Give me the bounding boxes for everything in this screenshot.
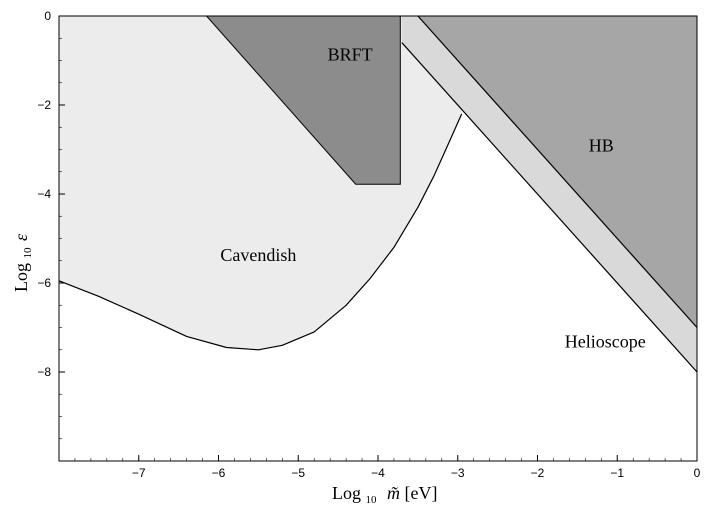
region-label-cavendish: Cavendish: [220, 245, 296, 265]
x-tick-label: −7: [132, 466, 146, 480]
x-axis-title-log: Log: [332, 483, 361, 503]
x-tick-label: −2: [531, 466, 545, 480]
region-labels-layer: Cavendish Helioscope BRFT HB: [220, 45, 645, 352]
x-tick-label: −6: [212, 466, 226, 480]
y-axis-title: Log 10 ε: [11, 233, 35, 292]
x-axis-title-base: 10: [366, 494, 378, 506]
region-label-brft: BRFT: [328, 45, 373, 65]
x-tick-label: −1: [610, 466, 624, 480]
x-tick-label: −5: [291, 466, 305, 480]
svg-text:Log 10 m̃ [e: Log 10 m̃ [eV]: [332, 483, 437, 507]
y-axis-title-log: Log: [11, 263, 31, 292]
curve-hb-boundary: [417, 15, 698, 328]
x-tick-label: 0: [694, 466, 701, 480]
region-label-hb: HB: [589, 136, 614, 156]
curve-helioscope-lower-boundary: [401, 42, 698, 373]
y-tick-label: −8: [37, 365, 51, 379]
y-axis-title-base: 10: [22, 247, 34, 259]
y-axis-title-var: ε: [11, 233, 31, 241]
y-tick-label: 0: [44, 9, 51, 23]
y-tick-label: −4: [37, 187, 51, 201]
svg-text:Log 10 ε: Log 10 ε: [11, 233, 35, 292]
y-tick-label: −2: [37, 98, 51, 112]
region-label-helioscope: Helioscope: [565, 332, 646, 352]
curve-cavendish-boundary: [58, 113, 463, 351]
x-tick-label: −3: [451, 466, 465, 480]
x-tick-label: −4: [371, 466, 385, 480]
x-axis-title-var: m̃: [387, 483, 400, 503]
regions-layer: [59, 15, 697, 372]
y-tick-label: −6: [37, 276, 51, 290]
curves-layer: [58, 15, 698, 373]
x-axis-title-unit: [eV]: [405, 483, 438, 503]
ticks-layer: −7 −6 −5 −4 −3 −2 −1 0 0 −2 −4 −6 −8: [37, 9, 700, 480]
region-helioscope: [401, 16, 697, 372]
x-axis-title: Log 10 m̃ [eV]: [332, 483, 437, 507]
